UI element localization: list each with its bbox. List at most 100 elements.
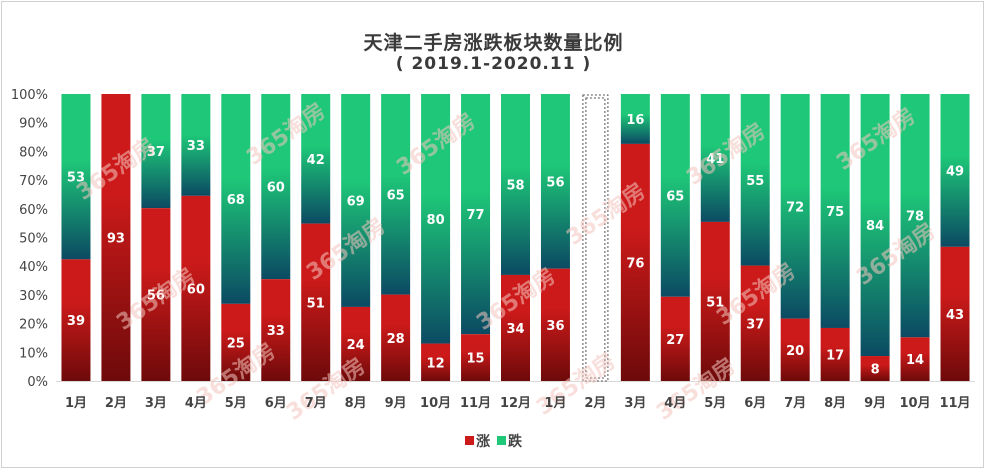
bar-up <box>860 356 890 381</box>
bar-up <box>700 221 730 381</box>
y-tick-label: 20% <box>19 318 48 333</box>
y-tick-label: 10% <box>19 346 48 361</box>
bar-up <box>221 303 251 381</box>
data-label-up: 93 <box>107 232 125 247</box>
x-tick-label: 7月 <box>784 396 806 411</box>
x-tick-label: 6月 <box>265 396 287 411</box>
bar-up <box>620 143 650 381</box>
data-label-down: 49 <box>946 164 964 179</box>
bar-down <box>700 94 730 222</box>
x-tick-label: 12月 <box>500 396 531 411</box>
x-tick-label: 6月 <box>744 396 766 411</box>
bar-up <box>501 274 530 381</box>
data-label-down: 75 <box>826 205 844 220</box>
y-tick-label: 80% <box>19 145 48 160</box>
bar-down <box>261 94 291 280</box>
x-tick-label: 1月 <box>544 396 566 411</box>
bar-down <box>461 94 491 335</box>
bar-down <box>181 94 211 196</box>
x-tick-label: 4月 <box>664 396 686 411</box>
bar-down <box>780 94 810 319</box>
bar-up <box>381 294 411 381</box>
bar-up <box>181 195 211 381</box>
bar-up <box>261 279 291 381</box>
bar-up <box>101 94 131 381</box>
bar-placeholder-inner <box>585 97 606 379</box>
legend: 涨 跌 <box>0 431 987 451</box>
bar-down <box>341 94 371 307</box>
data-label-down: 84 <box>866 219 884 234</box>
bar-up <box>540 268 570 381</box>
bar-up <box>341 306 371 381</box>
x-tick-label: 10月 <box>420 396 451 411</box>
bar-up <box>660 296 690 381</box>
x-tick-label: 11月 <box>460 396 491 411</box>
data-label-up: 8 <box>871 363 880 378</box>
y-tick-label: 50% <box>19 232 48 247</box>
data-label-down: 53 <box>67 171 85 186</box>
data-label-up: 43 <box>946 308 964 323</box>
data-label-up: 34 <box>506 322 524 337</box>
data-label-down: 78 <box>906 210 924 225</box>
data-label-down: 56 <box>546 175 564 190</box>
bar-up <box>461 334 491 381</box>
x-tick-label: 4月 <box>185 396 207 411</box>
data-label-up: 20 <box>786 344 804 359</box>
x-tick-label: 3月 <box>624 396 646 411</box>
x-tick-label: 3月 <box>145 396 167 411</box>
x-tick-label: 5月 <box>704 396 726 411</box>
bar-down <box>740 94 770 266</box>
y-tick-label: 0% <box>27 375 48 390</box>
data-label-down: 58 <box>506 178 524 193</box>
data-label-up: 51 <box>706 295 724 310</box>
data-label-down: 65 <box>666 189 684 204</box>
bar-up <box>61 259 91 381</box>
data-label-up: 33 <box>267 324 285 339</box>
x-tick-label: 8月 <box>824 396 846 411</box>
bar-up <box>141 208 171 381</box>
data-label-down: 37 <box>147 145 165 160</box>
x-tick-label: 10月 <box>900 396 931 411</box>
legend-swatch-down <box>496 436 506 445</box>
x-tick-label: 2月 <box>584 396 606 411</box>
bar-up <box>900 337 930 381</box>
data-label-down: 69 <box>347 194 365 209</box>
data-label-down: 41 <box>706 152 724 167</box>
bar-up <box>421 343 451 381</box>
legend-label-up: 涨 <box>476 434 491 450</box>
x-tick-label: 9月 <box>864 396 886 411</box>
data-label-down: 55 <box>746 174 764 189</box>
bar-down <box>381 94 411 295</box>
legend-item-down: 跌 <box>496 434 522 450</box>
bar-down <box>860 94 890 357</box>
y-tick-label: 70% <box>19 174 48 189</box>
bar-down <box>820 94 850 328</box>
bar-group: 39 53 93 56 37 60 33 25 68 33 60 51 42 24 69 28 65 12 80 15… <box>61 94 970 382</box>
x-tick-label: 11月 <box>939 396 970 411</box>
data-label-up: 14 <box>906 353 924 368</box>
chart-subtitle: ( 2019.1-2020.11 ) <box>395 54 592 74</box>
bar-down <box>940 94 970 247</box>
y-tick-label: 30% <box>19 289 48 304</box>
bar-up <box>780 318 810 381</box>
legend-swatch-up <box>465 436 475 445</box>
bar-up <box>940 246 970 381</box>
x-tick-label: 7月 <box>305 396 327 411</box>
bar-down <box>141 94 171 209</box>
bar-down <box>301 94 331 224</box>
data-label-up: 36 <box>546 319 564 334</box>
bar-down <box>501 94 530 275</box>
bar-down <box>620 94 650 144</box>
y-tick-label: 60% <box>19 203 48 218</box>
data-label-down: 60 <box>267 181 285 196</box>
data-label-up: 56 <box>147 289 165 304</box>
y-axis: 0% 10% 20% 30% 40% 50% 60% 70% 80% 90% 100% <box>11 88 975 390</box>
bar-up <box>301 223 331 381</box>
x-tick-label: 5月 <box>225 396 247 411</box>
chart-title: 天津二手房涨跌板块数量比例 <box>363 32 624 54</box>
bar-up <box>820 327 850 381</box>
legend-item-up: 涨 <box>465 434 490 450</box>
x-tick-label: 9月 <box>385 396 407 411</box>
bar-down <box>660 94 690 297</box>
